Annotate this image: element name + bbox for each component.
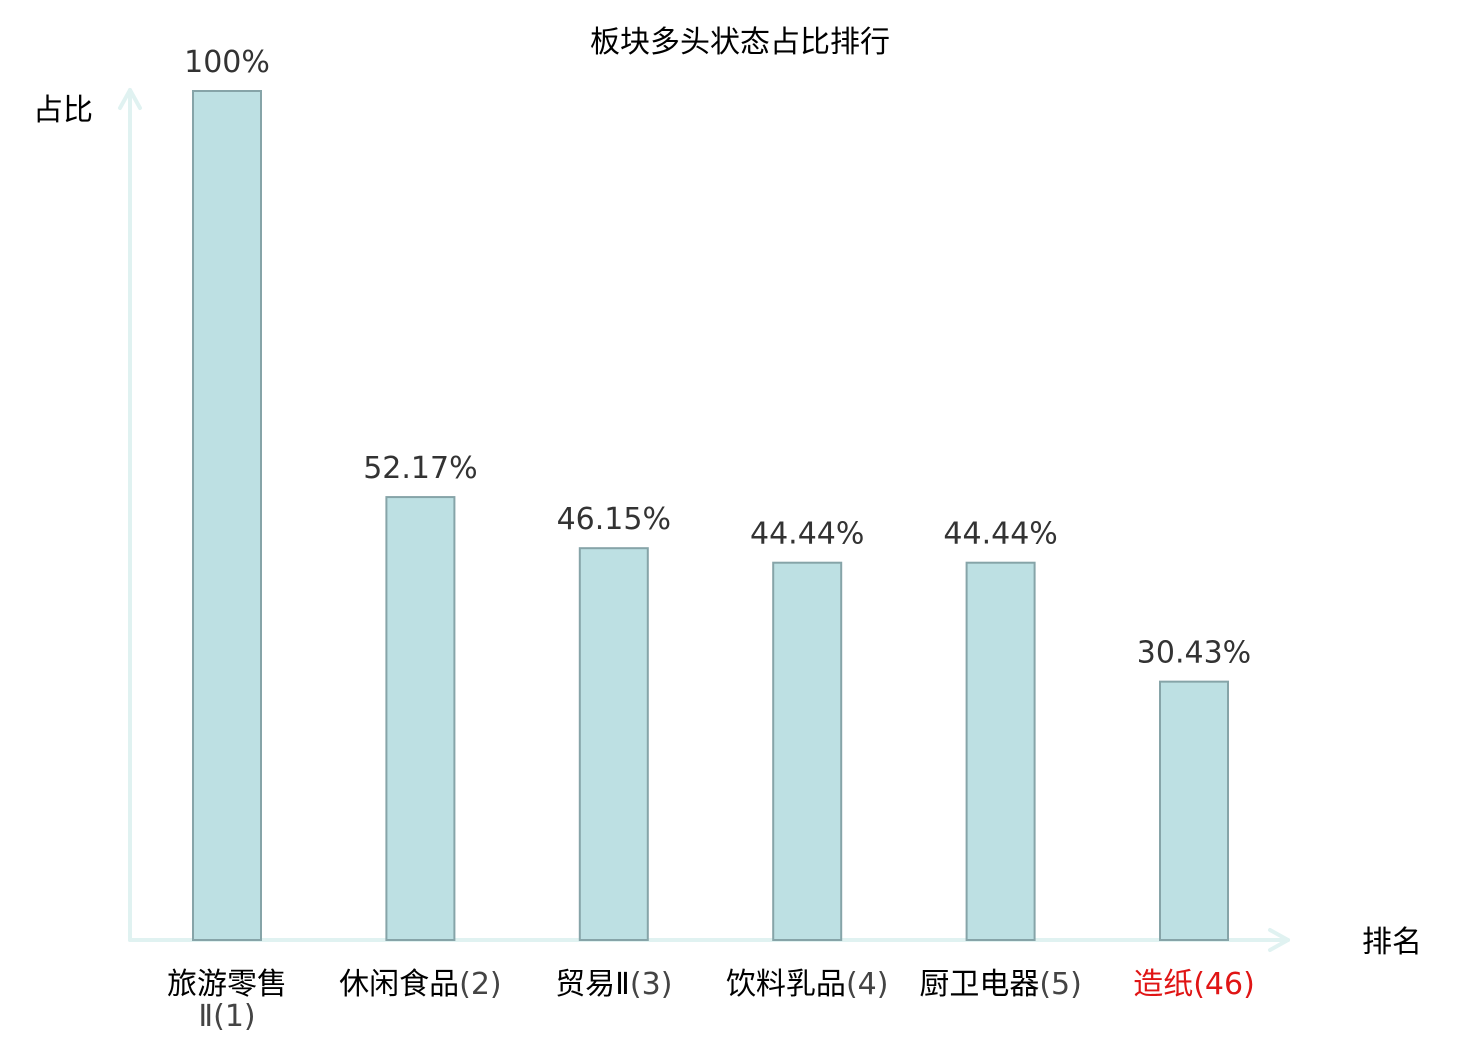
category-label: 饮料乳品(4)	[726, 967, 889, 1002]
value-label: 52.17%	[363, 451, 477, 486]
category-name: 造纸	[1133, 967, 1193, 1002]
category-label: 休闲食品(2)	[339, 967, 502, 1002]
value-labels: 100% 52.17% 46.15% 44.44% 44.44% 30.43%	[184, 45, 1251, 671]
category-name: 休闲食品	[339, 967, 459, 1002]
category-rank: (3)	[630, 967, 673, 1002]
bar	[578, 547, 649, 942]
bar	[192, 90, 262, 941]
category-label: 旅游零售	[167, 967, 287, 1002]
category-name: 贸易Ⅱ	[555, 967, 630, 1002]
category-rank: (2)	[459, 967, 502, 1002]
category-label: 贸易Ⅱ(3)	[555, 967, 672, 1002]
category-rank: Ⅱ(1)	[198, 999, 255, 1034]
bar	[1159, 680, 1229, 941]
value-label: 44.44%	[750, 517, 864, 552]
y-axis-label: 占比	[33, 93, 93, 128]
x-axis-arrow	[1268, 928, 1290, 952]
bar	[965, 561, 1036, 941]
category-name: 厨卫电器	[919, 967, 1039, 1002]
bar	[385, 496, 456, 941]
x-axis-label: 排名	[1362, 925, 1422, 960]
category-name: 饮料乳品	[726, 967, 846, 1002]
category-rank: (46)	[1193, 967, 1255, 1002]
bar	[772, 561, 843, 941]
category-rank: (5)	[1039, 967, 1082, 1002]
value-label: 100%	[184, 45, 270, 80]
y-axis-arrow	[118, 88, 142, 110]
category-rank: (4)	[846, 967, 889, 1002]
category-label: 造纸(46)	[1133, 967, 1255, 1002]
value-label: 46.15%	[557, 502, 671, 537]
value-label: 44.44%	[943, 517, 1057, 552]
axes	[118, 88, 1290, 952]
chart-title: 板块多头状态占比排行	[590, 25, 890, 60]
category-label: 厨卫电器(5)	[919, 967, 1082, 1002]
value-label: 30.43%	[1137, 636, 1251, 671]
bars	[192, 90, 1229, 942]
